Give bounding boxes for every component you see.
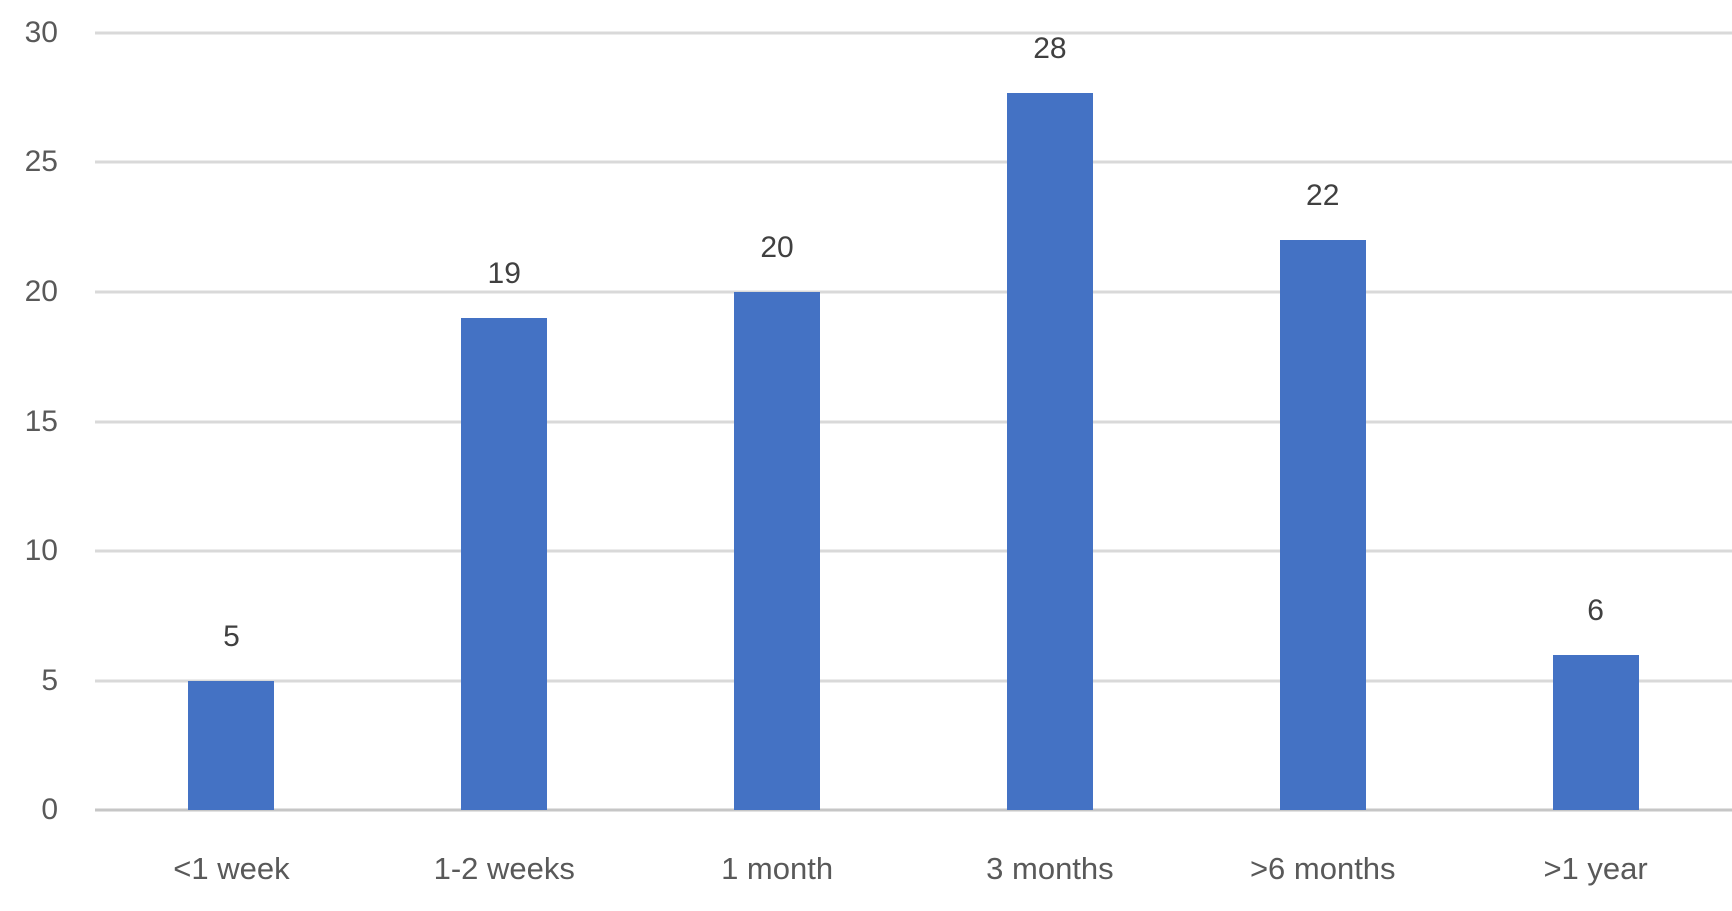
bar-slot: 6 [1459, 33, 1732, 810]
x-axis-category-label: >1 year [1543, 851, 1648, 886]
x-axis-category-label: 1-2 weeks [433, 851, 575, 886]
plot-area: 5 19 20 28 22 6 [95, 31, 1732, 812]
bar-slot: 22 [1186, 33, 1459, 810]
y-axis-tick-label: 5 [41, 663, 58, 697]
bar-value-label: 19 [487, 256, 521, 290]
bar [1006, 93, 1093, 810]
x-axis-line [95, 808, 1732, 812]
bar-slot: 5 [95, 33, 368, 810]
y-axis-tick-label: 0 [41, 793, 58, 826]
bar-slot: 19 [368, 33, 641, 810]
bar-slot: 28 [914, 33, 1187, 810]
bar-value-label: 28 [1033, 32, 1067, 65]
y-axis: 0 5 10 15 20 25 30 [0, 16, 60, 826]
bar [734, 292, 821, 810]
x-axis-category-label: <1 week [173, 851, 290, 886]
gridline [95, 290, 1732, 294]
x-axis-category-label: 1 month [721, 851, 834, 886]
bar-value-label: 5 [223, 619, 240, 653]
x-axis-category-label: >6 months [1249, 851, 1396, 886]
y-axis-tick-label: 30 [24, 16, 58, 49]
bar-slot: 20 [641, 33, 914, 810]
bar-value-label: 20 [760, 231, 794, 265]
bar-value-label: 6 [1587, 593, 1604, 627]
gridline [95, 160, 1732, 164]
x-axis: <1 week 1-2 weeks 1 month 3 months >6 months… [95, 843, 1732, 903]
gridline [95, 679, 1732, 682]
y-axis-tick-label: 15 [24, 404, 58, 438]
gridline [95, 549, 1732, 553]
gridline [95, 420, 1732, 423]
y-axis-tick-label: 25 [24, 145, 58, 179]
bar [461, 317, 548, 810]
bar [188, 680, 275, 810]
y-axis-tick-label: 20 [24, 274, 58, 308]
bar [1279, 240, 1366, 810]
x-axis-category-label: 3 months [986, 851, 1114, 886]
bar [1552, 654, 1639, 810]
bar-value-label: 22 [1306, 179, 1340, 213]
gridline [95, 31, 1732, 35]
y-axis-tick-label: 10 [24, 533, 58, 567]
